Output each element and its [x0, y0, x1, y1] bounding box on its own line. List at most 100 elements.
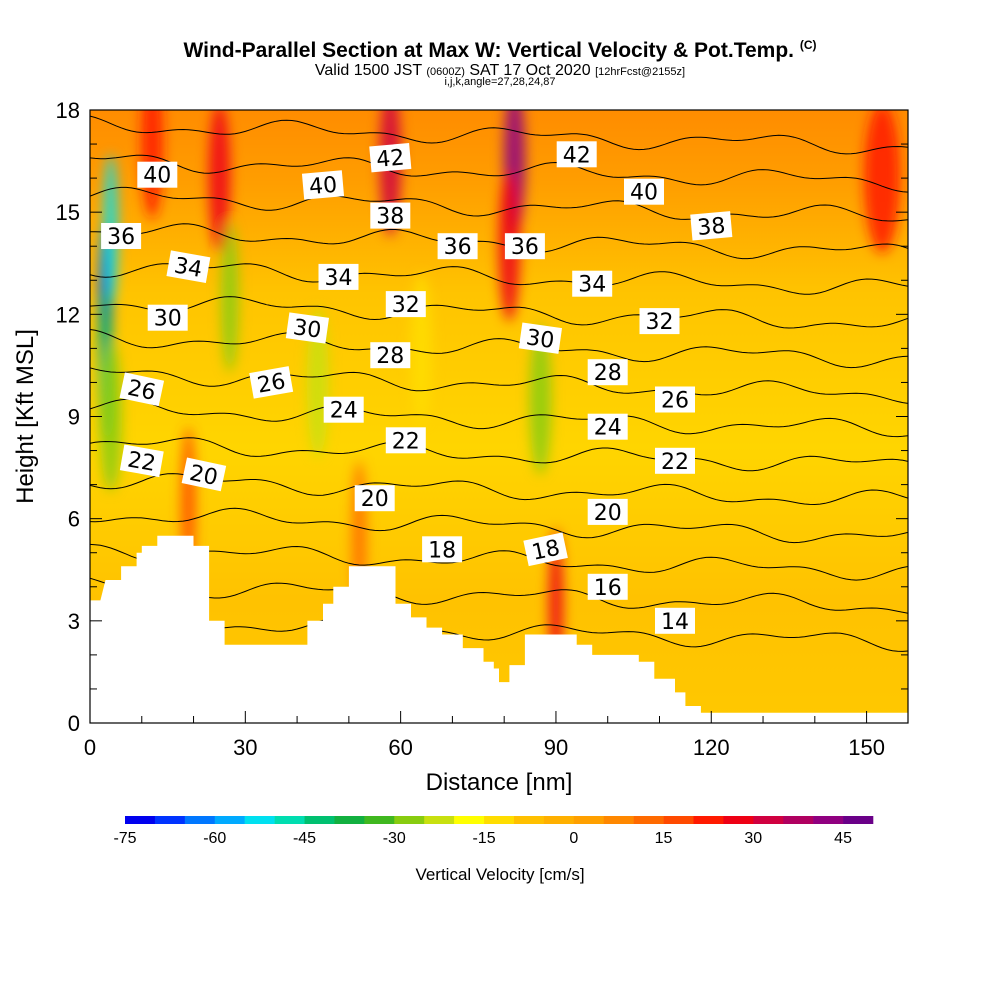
contour-label: 24 [587, 413, 628, 441]
colorbar-tick-label: 45 [834, 830, 852, 847]
contour-label-box [523, 532, 568, 567]
contour-label: 28 [587, 359, 628, 386]
isentrope-line [90, 186, 908, 222]
contour-label-text: 32 [392, 293, 420, 318]
forecast-info: [12hrFcst@2155z] [595, 66, 686, 78]
chart-title-text: Wind-Parallel Section at Max W: Vertical… [183, 39, 794, 62]
colorbar: -75 -60 -45 -30 -15 0 15 30 45 Vertical Velocity … [113, 816, 874, 884]
contour-label: 28 [370, 342, 411, 369]
contour-label-text: 26 [125, 376, 158, 406]
contour-label-box [181, 457, 227, 492]
contour-label: 32 [385, 291, 426, 318]
velocity-cell [306, 307, 329, 458]
contour-label-text: 40 [143, 164, 171, 189]
contour-label-text: 20 [361, 487, 389, 512]
contour-label-text: 30 [525, 325, 556, 354]
contour-label-box [690, 211, 733, 241]
isentrope-line [90, 367, 908, 404]
contour-label-text: 18 [530, 536, 563, 566]
contour-label-text: 24 [330, 399, 358, 424]
contour-label: 16 [587, 573, 628, 601]
colorbar-swatch [783, 816, 814, 824]
colorbar-swatch [663, 816, 694, 824]
x-axis-title: Distance [nm] [426, 769, 573, 796]
isentrope-line [90, 263, 908, 295]
y-tick-label: 0 [68, 711, 80, 736]
contour-label: 30 [285, 312, 330, 344]
x-tick-label: 0 [84, 735, 96, 760]
colorbar-swatch [394, 816, 425, 824]
contour-label-text: 34 [325, 266, 353, 291]
y-tick-label: 3 [68, 609, 80, 634]
y-axis-title: Height [Kft MSL] [12, 329, 39, 504]
colorbar-swatch [364, 816, 395, 824]
contour-label-text: 42 [375, 146, 405, 173]
isentrope-line [90, 296, 908, 329]
contour-label-box [369, 143, 412, 173]
isentrope-line [90, 154, 908, 193]
contour-label-text: 28 [376, 344, 404, 369]
x-tick-label: 30 [233, 735, 257, 760]
contour-label-box [587, 498, 628, 525]
contour-label-box [639, 308, 680, 335]
colorbar-swatch [543, 816, 575, 824]
x-tick-label: 90 [544, 735, 568, 760]
contour-label-box [504, 233, 545, 260]
contour-label-box [147, 304, 188, 331]
colorbar-swatch [633, 816, 664, 824]
contour-label-box [354, 485, 395, 512]
colorbar-swatch [723, 816, 754, 824]
contour-label: 38 [690, 211, 733, 241]
colorbar-swatch [484, 816, 515, 824]
contour-label-box [370, 202, 411, 229]
colorbar-tick-label: -60 [203, 830, 226, 847]
contour-label-text: 40 [308, 173, 338, 200]
contour-label-box [370, 342, 411, 369]
colorbar-tick-label: -45 [293, 830, 316, 847]
isentrope-line [90, 611, 908, 652]
contour-label: 42 [369, 143, 412, 173]
colorbar-swatch [813, 816, 844, 824]
colorbar-swatch [843, 816, 874, 824]
colorbar-swatch [184, 816, 216, 824]
contour-label-box [119, 372, 165, 407]
contour-label-box [385, 427, 426, 454]
contour-label-box [301, 170, 345, 200]
contour-label: 34 [318, 263, 359, 291]
contour-label-text: 36 [511, 235, 539, 260]
contour-label: 30 [147, 304, 188, 332]
colorbar-swatch [454, 816, 485, 824]
colorbar-tick-label: 30 [744, 830, 762, 847]
contour-label-box [166, 250, 211, 283]
colorbar-tick-label: -15 [472, 830, 495, 847]
contour-label: 24 [323, 396, 364, 424]
contour-label: 20 [354, 485, 395, 512]
colorbar-tick-label: 0 [569, 830, 578, 847]
isentrope-line [90, 577, 908, 614]
contour-label: 40 [137, 161, 178, 189]
contour-labels: 40 42 42 40 40 38 38 36 36 36 34 34 34 32 32 30 30 30 28 28… [101, 141, 733, 635]
contour-label-text: 24 [594, 416, 622, 441]
valid-time-label: Valid 1500 JST [314, 62, 422, 79]
contour-label-box [518, 322, 563, 354]
contour-label-box [587, 573, 628, 600]
contour-label-box [624, 178, 664, 205]
contour-label: 20 [181, 457, 227, 492]
isentrope-lines [90, 115, 908, 652]
axis-ticks [89, 109, 908, 724]
chart-title: Wind-Parallel Section at Max W: Vertical… [0, 38, 1000, 63]
isentrope-line [90, 329, 908, 369]
contour-label: 14 [655, 607, 695, 635]
contour-label-text: 30 [292, 315, 323, 344]
velocity-cell [529, 324, 552, 475]
x-tick-label: 150 [848, 735, 885, 760]
contour-label-box [655, 607, 695, 634]
colorbar-swatch [304, 816, 335, 824]
valid-time-utc: (0600Z) [426, 66, 465, 78]
contour-label-text: 22 [126, 448, 158, 477]
velocity-cell [141, 110, 163, 219]
colorbar-swatch [274, 816, 305, 824]
section-indices: i,j,k,angle=27,28,24,87 [444, 76, 556, 88]
terrain-mask [90, 535, 908, 723]
contour-label-box [422, 536, 463, 563]
